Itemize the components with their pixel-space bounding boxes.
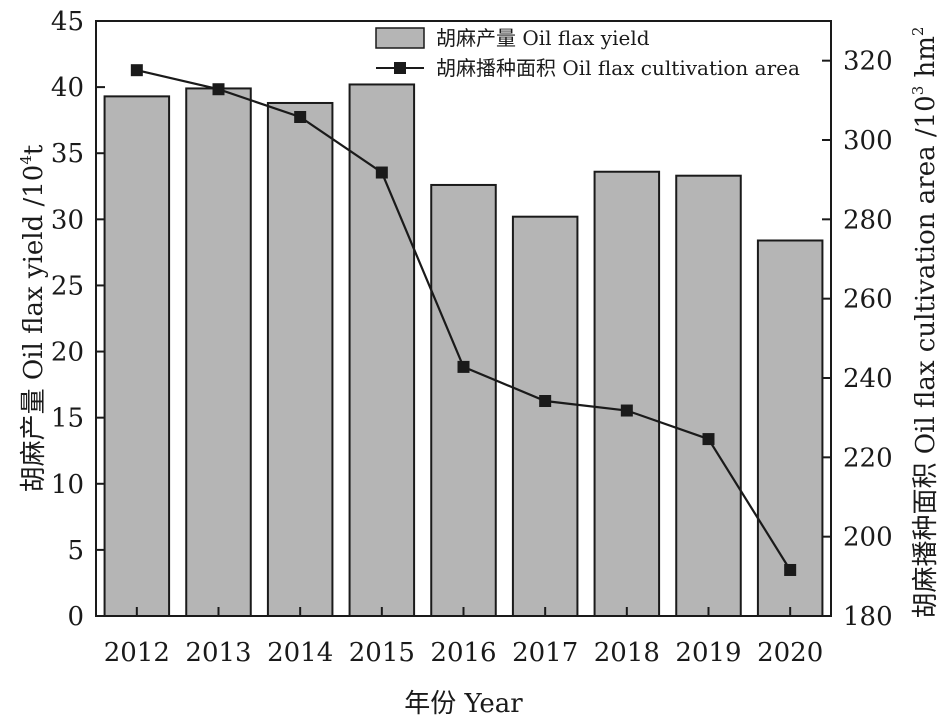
area-point-2019 xyxy=(702,433,715,446)
left-tick-label: 45 xyxy=(51,7,84,37)
left-tick-label: 0 xyxy=(67,602,84,632)
legend-swatch-yield xyxy=(375,27,425,49)
bar-2013 xyxy=(185,87,252,617)
legend-label-yield: 胡麻产量 Oil flax yield xyxy=(436,26,650,50)
area-point-2017 xyxy=(539,395,552,408)
y-axis-title: 胡麻产量 Oil flax yield /104t xyxy=(17,144,49,492)
x-tick-label: 2020 xyxy=(757,638,823,668)
left-axis: 0 5 10 15 20 25 30 35 40 45 xyxy=(51,7,105,632)
bar-2018 xyxy=(593,170,661,617)
area-point-2013 xyxy=(212,83,225,96)
right-tick-label: 200 xyxy=(843,523,893,553)
bar-2017 xyxy=(511,215,579,617)
x-tick-label: 2017 xyxy=(512,638,578,668)
area-point-2018 xyxy=(620,404,633,417)
left-tick-label: 25 xyxy=(51,271,84,301)
bar-2015 xyxy=(348,83,416,617)
bar-series xyxy=(103,83,824,618)
bar-2012 xyxy=(103,95,171,618)
area-point-2015 xyxy=(375,166,388,179)
bar-2020 xyxy=(756,239,824,617)
left-tick-label: 30 xyxy=(51,205,84,235)
bar-2019 xyxy=(675,174,742,617)
x-tick-label: 2018 xyxy=(594,638,660,668)
left-tick-label: 20 xyxy=(51,338,84,368)
x-tick-label: 2015 xyxy=(349,638,415,668)
left-tick-label: 15 xyxy=(51,404,84,434)
right-tick-label: 240 xyxy=(843,364,893,394)
left-tick-label: 40 xyxy=(51,73,84,103)
x-tick-label: 2016 xyxy=(430,638,496,668)
right-tick-label: 280 xyxy=(843,205,893,235)
line-series xyxy=(130,64,797,576)
bar-2016 xyxy=(430,183,497,617)
left-tick-label: 10 xyxy=(51,470,84,500)
y2-axis-title: 胡麻播种面积 Oil flax cultivation area /103 hm… xyxy=(909,27,941,619)
right-tick-label: 180 xyxy=(843,602,893,632)
right-axis: 180 200 220 240 260 280 300 320 xyxy=(822,47,893,632)
area-point-2016 xyxy=(457,360,470,373)
x-tick-label: 2013 xyxy=(185,638,251,668)
right-tick-label: 220 xyxy=(843,443,893,473)
area-point-2012 xyxy=(130,64,143,77)
bar-2014 xyxy=(266,101,334,617)
right-tick-label: 260 xyxy=(843,285,893,315)
legend-swatch-area-marker xyxy=(394,62,406,74)
x-tick-label: 2014 xyxy=(267,638,333,668)
legend-label-area: 胡麻播种面积 Oil flax cultivation area xyxy=(436,56,800,80)
left-tick-label: 5 xyxy=(67,536,84,566)
right-tick-label: 300 xyxy=(843,126,893,156)
legend: 胡麻产量 Oil flax yield 胡麻播种面积 Oil flax cult… xyxy=(375,26,800,80)
area-point-2014 xyxy=(294,110,307,123)
area-point-2020 xyxy=(784,563,797,576)
x-axis-title: 年份 Year xyxy=(404,689,523,719)
x-axis: 2012 2013 2014 2015 2016 2017 2018 2019 2020 xyxy=(104,607,823,668)
left-tick-label: 35 xyxy=(51,139,84,169)
x-tick-label: 2012 xyxy=(104,638,170,668)
x-tick-label: 2019 xyxy=(675,638,741,668)
right-tick-label: 320 xyxy=(843,47,893,77)
